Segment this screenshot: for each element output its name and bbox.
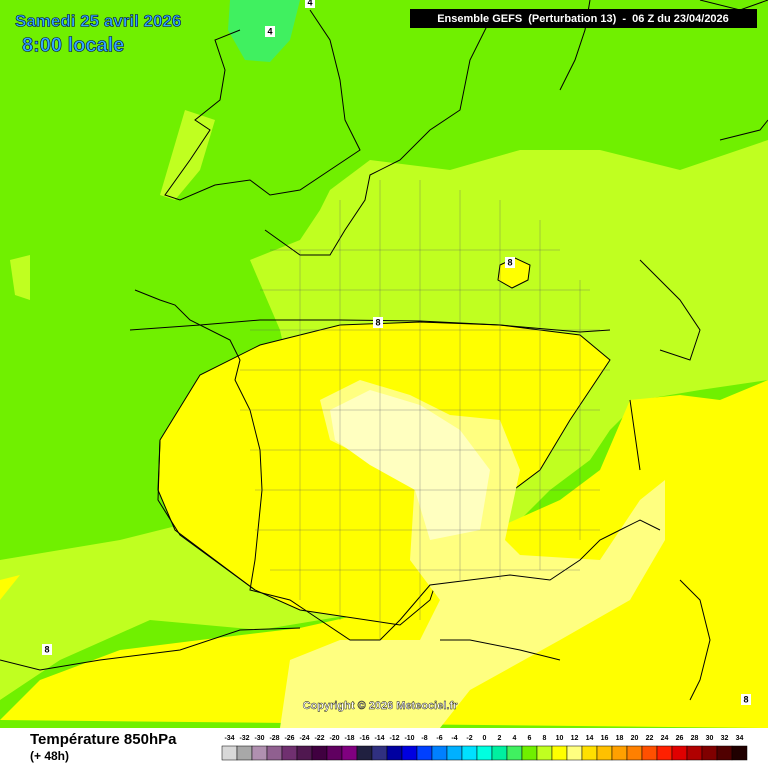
cool-zone — [228, 0, 300, 62]
legend-swatch — [641, 745, 658, 761]
legend-swatch — [671, 745, 688, 761]
contour-label-bg — [741, 694, 751, 705]
legend-label: 8 — [543, 735, 547, 742]
legend-swatch — [566, 745, 583, 761]
legend-swatch — [716, 745, 733, 761]
contour-label: 4 — [267, 26, 272, 36]
legend-swatch — [536, 745, 553, 761]
legend-label: -32 — [239, 735, 249, 742]
contour-label: 8 — [44, 644, 49, 654]
legend-label: 18 — [616, 735, 624, 742]
legend-swatch — [551, 745, 568, 761]
legend-label: 32 — [721, 735, 729, 742]
contour-label-bg — [505, 257, 515, 268]
legend-swatch — [236, 745, 253, 761]
very-hot-zone — [280, 380, 665, 728]
very-hot-zone — [330, 390, 490, 540]
legend-swatch — [596, 745, 613, 761]
legend-label: 20 — [631, 735, 639, 742]
legend-label: -34 — [224, 735, 234, 742]
copyright: Copyright © 2026 Meteociel.fr — [303, 700, 459, 712]
legend-swatch — [626, 745, 643, 761]
legend-label: 2 — [498, 735, 502, 742]
legend-label: -4 — [451, 735, 457, 742]
legend-swatch — [476, 745, 493, 761]
contour-label: 8 — [743, 694, 748, 704]
contour-label: 4 — [307, 0, 312, 7]
model-info: Ensemble GEFS (Perturbation 13) - 06 Z d… — [437, 13, 729, 25]
contour-label-bg — [305, 0, 315, 8]
legend-label: -28 — [269, 735, 279, 742]
legend-swatch — [701, 745, 718, 761]
legend-label: 0 — [483, 735, 487, 742]
legend-swatch — [326, 745, 343, 761]
legend-swatch — [656, 745, 673, 761]
legend-label: -18 — [344, 735, 354, 742]
legend-label: -2 — [466, 735, 472, 742]
legend-label: -10 — [404, 735, 414, 742]
contour-label: 8 — [507, 257, 512, 267]
legend-label: -6 — [436, 735, 442, 742]
legend-label: 14 — [586, 735, 594, 742]
contour-label-bg — [373, 317, 383, 328]
legend-label: 10 — [556, 735, 564, 742]
legend-swatch — [611, 745, 628, 761]
legend-swatch — [686, 745, 703, 761]
model-box — [410, 9, 757, 28]
legend-swatch — [581, 745, 598, 761]
hot-zone — [0, 380, 768, 728]
legend-swatch — [731, 745, 748, 761]
legend-swatch — [401, 745, 418, 761]
legend-label: 12 — [571, 735, 579, 742]
field-title: Température 850hPa — [30, 731, 177, 748]
legend-label: 22 — [646, 735, 654, 742]
legend-swatch — [431, 745, 448, 761]
legend-swatch — [221, 745, 238, 761]
legend-label: 24 — [661, 735, 669, 742]
legend-swatch — [251, 745, 268, 761]
contour-label-bg — [265, 26, 275, 37]
forecast-time: 8:00 locale — [22, 34, 124, 56]
legend-swatch — [461, 745, 478, 761]
legend-label: -16 — [359, 735, 369, 742]
legend-swatch — [506, 745, 523, 761]
legend-label: 26 — [676, 735, 684, 742]
lead-time: (+ 48h) — [30, 749, 69, 763]
legend-swatch — [491, 745, 508, 761]
legend-label: -26 — [284, 735, 294, 742]
legend-swatch — [281, 745, 298, 761]
legend-label: -24 — [299, 735, 309, 742]
legend-swatch — [416, 745, 433, 761]
legend-swatch — [386, 745, 403, 761]
legend-swatch — [296, 745, 313, 761]
contour-label-bg — [42, 644, 52, 655]
legend-label: -14 — [374, 735, 384, 742]
forecast-date: Samedi 25 avril 2026 — [15, 11, 181, 30]
legend-label: 6 — [528, 735, 532, 742]
legend-label: 4 — [513, 735, 517, 742]
legend-label: 34 — [736, 735, 744, 742]
legend-swatch — [521, 745, 538, 761]
warm-zone — [10, 110, 215, 300]
legend-label: -20 — [329, 735, 339, 742]
legend-label: 30 — [706, 735, 714, 742]
legend-label: -22 — [314, 735, 324, 742]
legend-label: -8 — [421, 735, 427, 742]
legend-label: -12 — [389, 735, 399, 742]
legend-swatch — [371, 745, 388, 761]
legend-swatch — [341, 745, 358, 761]
legend-label: -30 — [254, 735, 264, 742]
legend-swatch — [266, 745, 283, 761]
legend-swatch — [356, 745, 373, 761]
legend-swatch — [311, 745, 328, 761]
legend-label: 16 — [601, 735, 609, 742]
legend-label: 28 — [691, 735, 699, 742]
contour-label: 8 — [375, 317, 380, 327]
legend-swatch — [446, 745, 463, 761]
